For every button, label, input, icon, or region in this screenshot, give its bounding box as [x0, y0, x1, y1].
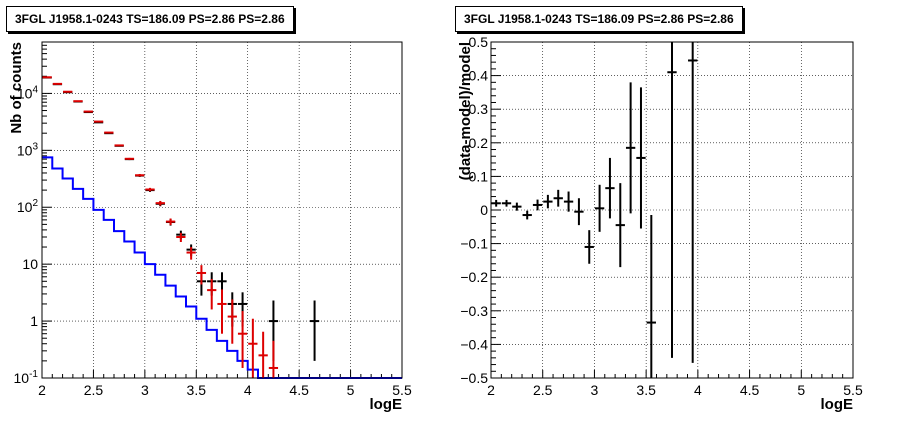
- right-x-tick-label: 2: [487, 382, 495, 398]
- right-y-tick-label: −0.1: [460, 236, 488, 252]
- right-x-tick-label: 4.5: [740, 382, 760, 398]
- left-x-tick-label: 2: [38, 382, 46, 398]
- residual-errorbar: [688, 42, 698, 363]
- model-point-errorbar: [104, 131, 114, 134]
- right-y-tick-label: 0.4: [469, 68, 489, 84]
- right-y-tick-label: 0.1: [469, 168, 489, 184]
- residual-errorbar: [532, 199, 543, 211]
- left-x-tick-label: 3: [141, 382, 149, 398]
- right-x-tick-label: 3: [591, 382, 599, 398]
- model-point-errorbar: [217, 289, 227, 334]
- residual-errorbar: [512, 202, 522, 211]
- left-y-tick-label: 103: [17, 141, 39, 158]
- residual-errorbar: [667, 42, 677, 358]
- right-x-tick-label: 5: [797, 382, 805, 398]
- right-y-tick-label: −0.3: [460, 303, 488, 319]
- right-x-tick-label: 2.5: [533, 382, 553, 398]
- model-point-errorbar: [73, 100, 83, 103]
- right-x-axis-label: logE: [821, 396, 854, 413]
- residual-errorbar: [501, 199, 512, 207]
- residual-errorbar: [584, 230, 594, 264]
- model-point-errorbar: [186, 247, 196, 260]
- residual-errorbar: [553, 189, 563, 207]
- left-x-tick-label: 5.5: [392, 382, 412, 398]
- residual-errorbar: [594, 184, 605, 232]
- residual-errorbar: [615, 183, 625, 268]
- right-y-tick-label: 0.5: [469, 34, 489, 50]
- left-plot-title: 3FGL J1958.1-0243 TS=186.09 PS=2.86 PS=2…: [6, 6, 294, 32]
- right-y-axis-label: (data-model)/model: [457, 42, 474, 180]
- model-point-errorbar: [268, 340, 279, 378]
- model-point-errorbar: [248, 318, 258, 378]
- right-plot-title: 3FGL J1958.1-0243 TS=186.09 PS=2.86 PS=2…: [455, 6, 743, 32]
- left-plot: 2 2.5 3 3.5 4 4.5 5 5.5 10-1 1 10 102 103 104 logE Nb o…: [8, 41, 412, 413]
- left-x-tick-label: 4: [244, 382, 252, 398]
- residual-errorbar: [605, 157, 615, 219]
- left-y-tick-label: 10: [22, 256, 38, 272]
- residual-errorbar: [491, 199, 501, 207]
- left-x-tick-label: 4.5: [289, 382, 309, 398]
- model-point-errorbar: [135, 173, 145, 177]
- model-point-errorbar: [258, 331, 268, 378]
- left-y-axis-label: Nb of counts: [8, 42, 25, 134]
- model-point-errorbar: [155, 200, 165, 206]
- right-x-tick-label: 3.5: [636, 382, 656, 398]
- right-y-tick-label: 0.3: [469, 101, 489, 117]
- data-point-errorbar: [309, 300, 320, 361]
- residual-errorbar: [646, 215, 656, 378]
- model-point-errorbar: [165, 218, 176, 226]
- right-y-tick-label: −0.2: [460, 269, 488, 285]
- left-y-tick-label: 1: [30, 313, 38, 329]
- right-y-tick-label: 0.2: [469, 135, 489, 151]
- left-x-tick-label: 5: [347, 382, 355, 398]
- right-plot: 2 2.5 3 3.5 4 4.5 5 5.5 −0.5 −0.4 −0.3 −0.2 −0.1 0 0.1…: [457, 34, 863, 413]
- model-point-errorbar: [227, 299, 237, 344]
- residual-points: [491, 42, 698, 378]
- left-y-tick-label: 10-1: [14, 369, 39, 386]
- right-y-tick-label: 0: [480, 202, 488, 218]
- right-y-tick-label: −0.5: [460, 370, 488, 386]
- model-point-errorbar: [93, 120, 104, 123]
- residual-errorbar: [543, 194, 553, 209]
- residual-errorbar: [636, 87, 646, 229]
- residual-errorbar: [522, 210, 532, 220]
- residual-errorbar: [625, 82, 636, 214]
- left-plot-frame: [41, 41, 403, 379]
- model-point-errorbar: [83, 110, 93, 113]
- model-point-errorbar: [237, 311, 248, 368]
- model-point-errorbar: [114, 144, 124, 147]
- model-point-errorbar: [145, 187, 155, 192]
- model-point-errorbar: [124, 157, 135, 160]
- model-point-errorbar: [196, 265, 207, 285]
- residual-errorbar: [574, 198, 584, 226]
- left-x-axis-label: logE: [370, 396, 403, 413]
- left-y-tick-label: 104: [17, 84, 39, 101]
- left-x-tick-label: 3.5: [187, 382, 207, 398]
- right-plot-frame: [490, 41, 854, 379]
- left-y-tick-label: 102: [17, 198, 39, 215]
- right-x-tick-label: 4: [694, 382, 702, 398]
- right-y-tick-label: −0.4: [460, 336, 488, 352]
- right-x-tick-label: 5.5: [843, 382, 863, 398]
- left-x-tick-label: 2.5: [84, 382, 104, 398]
- model-point-errorbar: [207, 278, 217, 310]
- residual-errorbar: [563, 191, 574, 212]
- model-point-errorbar: [176, 232, 186, 243]
